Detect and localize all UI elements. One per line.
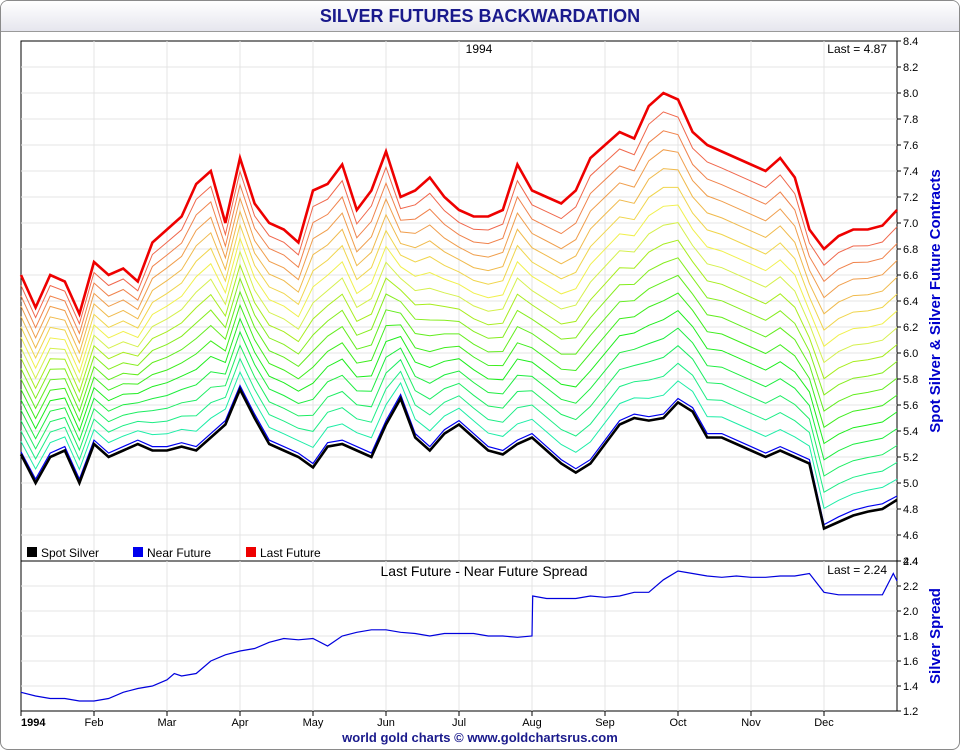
spread-line <box>20 570 898 702</box>
legend-label: Near Future <box>147 546 211 560</box>
spread-y-axis-title: Silver Spread <box>927 588 944 684</box>
x-tick-label: Jul <box>452 717 466 729</box>
contract-line <box>20 357 898 493</box>
main-last-value: Last = 4.87 <box>827 42 887 56</box>
spread-y-tick-label: 2.0 <box>903 606 918 618</box>
legend-label: Last Future <box>260 546 321 560</box>
contract-line <box>20 344 898 477</box>
legend-swatch <box>246 547 256 557</box>
main-y-tick-label: 5.4 <box>903 426 918 438</box>
contract-line <box>20 292 898 429</box>
main-y-tick-label: 7.0 <box>903 218 918 230</box>
chart-title: SILVER FUTURES BACKWARDATION <box>319 6 641 26</box>
contract-line <box>20 111 898 326</box>
spread-y-tick-label: 2.2 <box>903 581 918 593</box>
footer-credit: world gold charts © www.goldchartsrus.co… <box>342 730 618 745</box>
spread-y-tick-label: 1.8 <box>903 631 918 643</box>
x-tick-label: Dec <box>814 717 834 729</box>
x-tick-label: Apr <box>231 717 248 729</box>
main-y-tick-label: 6.6 <box>903 270 918 282</box>
last-future-line <box>19 91 898 318</box>
main-y-tick-label: 7.6 <box>903 140 918 152</box>
spread-y-tick-label: 1.2 <box>903 706 918 718</box>
main-y-tick-label: 5.8 <box>903 374 918 386</box>
near-future-line <box>20 384 898 526</box>
x-tick-label: Jun <box>377 717 395 729</box>
contract-line <box>20 239 898 394</box>
main-y-tick-label: 4.4 <box>903 556 918 568</box>
x-tick-label: Feb <box>85 717 104 729</box>
contract-line <box>20 257 898 403</box>
spread-y-tick-label: 2.4 <box>903 556 918 568</box>
x-tick-label: 1994 <box>21 717 46 729</box>
main-panel-title: 1994 <box>466 42 493 56</box>
x-tick-label: Oct <box>669 717 686 729</box>
x-tick-label: Sep <box>595 717 615 729</box>
legend-label: Spot Silver <box>41 546 99 560</box>
main-y-axis-title: Spot Silver & Silver Future Contracts <box>927 169 944 432</box>
contract-line <box>20 204 898 374</box>
main-y-tick-label: 5.0 <box>903 478 918 490</box>
spread-last-value: Last = 2.24 <box>827 563 887 577</box>
main-y-tick-label: 8.4 <box>903 36 918 48</box>
contract-line <box>20 309 898 445</box>
legend-swatch <box>27 547 37 557</box>
x-tick-label: Nov <box>741 717 761 729</box>
main-y-tick-label: 6.4 <box>903 296 918 308</box>
contract-line <box>20 149 898 345</box>
contract-line <box>20 186 898 365</box>
main-y-tick-label: 8.2 <box>903 62 918 74</box>
contract-line <box>20 274 898 413</box>
main-y-tick-label: 4.8 <box>903 504 918 516</box>
main-y-tick-label: 8.0 <box>903 88 918 100</box>
main-y-tick-label: 4.6 <box>903 530 918 542</box>
title-bar: SILVER FUTURES BACKWARDATION <box>1 1 959 32</box>
contract-line <box>20 222 898 384</box>
x-tick-label: May <box>303 717 324 729</box>
x-tick-label: Mar <box>158 717 177 729</box>
x-tick-label: Aug <box>522 717 542 729</box>
contract-line <box>20 370 898 510</box>
contract-line <box>20 168 898 355</box>
contract-line <box>20 327 898 461</box>
spot-silver-line <box>19 386 898 531</box>
contract-line <box>20 130 898 335</box>
main-y-tick-label: 6.8 <box>903 244 918 256</box>
spread-y-tick-label: 1.6 <box>903 656 918 668</box>
main-y-tick-label: 7.4 <box>903 166 918 178</box>
spread-y-tick-label: 1.4 <box>903 681 918 693</box>
legend-swatch <box>133 547 143 557</box>
main-y-tick-label: 5.2 <box>903 452 918 464</box>
main-y-tick-label: 7.8 <box>903 114 918 126</box>
spread-panel-title: Last Future - Near Future Spread <box>381 563 588 579</box>
main-y-tick-label: 6.0 <box>903 348 918 360</box>
main-y-tick-label: 5.6 <box>903 400 918 412</box>
main-y-tick-label: 6.2 <box>903 322 918 334</box>
main-y-tick-label: 7.2 <box>903 192 918 204</box>
